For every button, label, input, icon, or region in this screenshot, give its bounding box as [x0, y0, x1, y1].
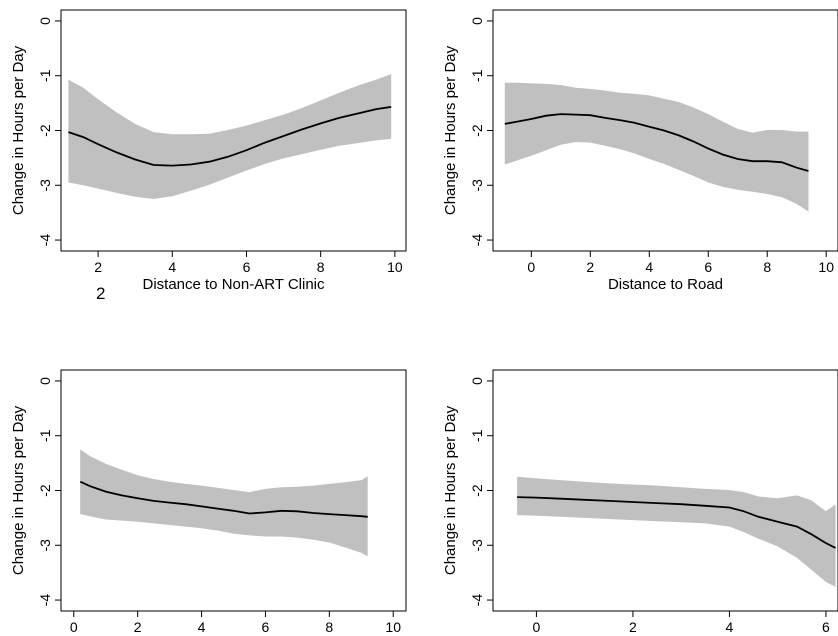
x-tick-label: 0 — [533, 619, 541, 635]
y-tick-label: -4 — [37, 234, 53, 247]
y-axis-title: Change in Hours per Day — [10, 45, 27, 215]
x-tick-label: 2 — [629, 619, 637, 635]
x-tick-label: 6 — [822, 619, 830, 635]
estimate-line — [517, 496, 837, 549]
x-tick-label: 8 — [317, 259, 325, 275]
x-tick-label: 8 — [763, 259, 771, 275]
x-tick-label: 0 — [527, 259, 535, 275]
x-tick-label: 4 — [726, 619, 734, 635]
y-axis-title: Change in Hours per Day — [10, 405, 27, 575]
x-tick-label: 10 — [387, 259, 403, 275]
estimate-line — [79, 480, 368, 518]
confidence-band — [504, 82, 809, 212]
y-tick-label: 0 — [37, 377, 53, 385]
confidence-band — [68, 74, 392, 199]
chart-panel-1: 2 4 6 8 10 0 -1 -2 -3 -4 Distance to Non-ART Clini… — [10, 9, 407, 293]
y-tick-label: 0 — [469, 377, 485, 385]
x-tick-label: 10 — [818, 259, 834, 275]
x-tick-label: 4 — [168, 259, 176, 275]
y-tick-label: -3 — [37, 539, 53, 552]
x-tick-label: 10 — [385, 619, 401, 635]
y-tick-label: -4 — [37, 594, 53, 607]
x-tick-label: 2 — [134, 619, 142, 635]
y-tick-label: -2 — [37, 484, 53, 497]
y-tick-label: 0 — [469, 17, 485, 25]
x-tick-label: 2 — [94, 259, 102, 275]
x-tick-label: 6 — [262, 619, 270, 635]
y-tick-label: -2 — [37, 124, 53, 137]
chart-panel-2: 0 2 4 6 8 10 0 -1 -2 -3 -4 Distance to Road Change i… — [442, 9, 838, 293]
y-tick-label: -1 — [37, 429, 53, 442]
stray-label: 2 — [96, 284, 106, 303]
x-tick-label: 0 — [70, 619, 78, 635]
estimate-line — [504, 113, 809, 172]
y-tick-label: -3 — [37, 179, 53, 192]
y-tick-label: -2 — [469, 124, 485, 137]
x-axis-title: Distance to Non-ART Clinic — [142, 276, 325, 293]
x-tick-label: 8 — [325, 619, 333, 635]
confidence-band — [517, 476, 836, 587]
y-axis-title: Change in Hours per Day — [442, 45, 459, 215]
x-tick-label: 2 — [586, 259, 594, 275]
y-tick-label: -1 — [469, 429, 485, 442]
y-tick-label: -1 — [469, 69, 485, 82]
x-axis-title: Distance to Road — [608, 276, 723, 293]
x-tick-label: 4 — [198, 619, 206, 635]
y-tick-label: 0 — [37, 17, 53, 25]
x-tick-label: 4 — [645, 259, 653, 275]
y-tick-label: -3 — [469, 539, 485, 552]
y-axis-title: Change in Hours per Day — [442, 405, 459, 575]
y-tick-label: -3 — [469, 179, 485, 192]
y-tick-label: -4 — [469, 594, 485, 607]
x-tick-label: 6 — [243, 259, 251, 275]
estimate-line — [68, 106, 392, 167]
confidence-band — [80, 449, 368, 557]
x-tick-label: 6 — [704, 259, 712, 275]
y-tick-label: -4 — [469, 234, 485, 247]
y-tick-label: -2 — [469, 484, 485, 497]
y-tick-label: -1 — [37, 69, 53, 82]
